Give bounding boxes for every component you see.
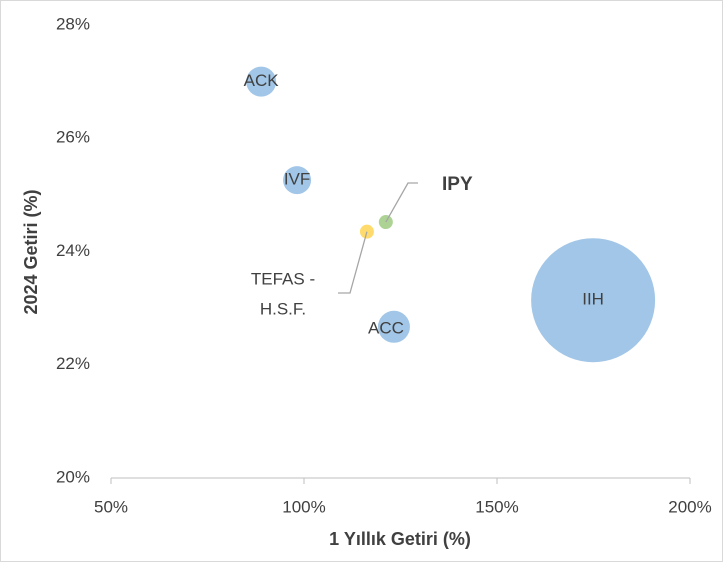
bubble (531, 238, 656, 363)
x-axis-title: 1 Yıllık Getiri (%) (329, 529, 471, 549)
x-tick-label: 50% (94, 497, 128, 516)
point-label: IPY (442, 174, 473, 195)
x-tick-label: 100% (282, 497, 325, 516)
y-axis-title: 2024 Getiri (%) (21, 189, 41, 314)
x-tick-label: 200% (668, 497, 711, 516)
y-tick-label: 26% (56, 128, 90, 147)
leader-line (338, 231, 368, 294)
bubble (246, 66, 277, 97)
point-label: IVF (284, 170, 310, 189)
y-tick-label: 24% (56, 241, 90, 260)
point-label: IIH (582, 290, 604, 309)
leader-line (385, 182, 418, 223)
point-label: TEFAS - (251, 269, 315, 288)
y-tick-label: 22% (56, 354, 90, 373)
point-label: H.S.F. (260, 299, 306, 318)
y-tick-label: 20% (56, 467, 90, 486)
point-label: ACC (368, 318, 404, 337)
bubble (377, 310, 410, 343)
point-label: ACK (244, 71, 280, 90)
y-tick-label: 28% (56, 14, 90, 33)
x-tick-label: 150% (475, 497, 518, 516)
bubble (283, 166, 312, 195)
